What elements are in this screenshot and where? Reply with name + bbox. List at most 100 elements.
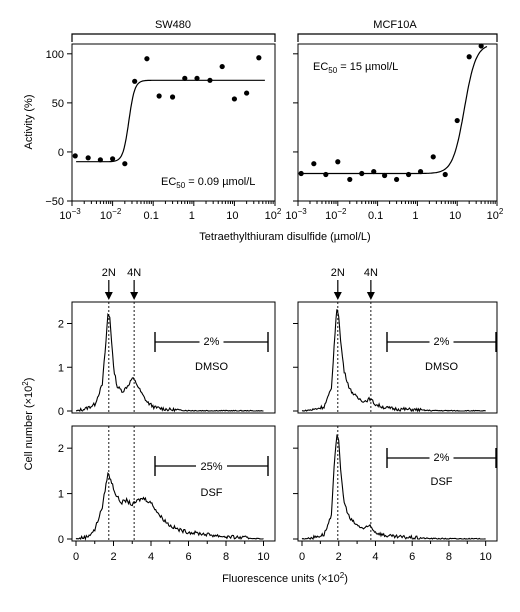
data-point bbox=[72, 153, 78, 159]
fit-curve bbox=[76, 79, 265, 163]
x-tick-label: 102 bbox=[487, 207, 504, 222]
x-tick-label: 8 bbox=[446, 551, 452, 563]
x-tick-label: 10 bbox=[257, 551, 269, 563]
histograms: 0 1 2 2% DMSO 2% DMSO 0 1 2 0 2 4 6 8 10 25% DSF 0 2 4 6 8 10 2%… bbox=[58, 302, 497, 563]
percent-label-bg bbox=[429, 333, 454, 347]
data-point bbox=[110, 156, 116, 162]
data-point bbox=[231, 96, 237, 102]
x-tick-label: 10 bbox=[480, 551, 492, 563]
plot-frame-sw480-activity bbox=[71, 43, 276, 202]
y-axis-label-activity: Activity (%) bbox=[23, 95, 35, 150]
gate-percent-label: 2% bbox=[204, 336, 220, 348]
x-tick-label: 0 bbox=[299, 551, 305, 563]
ploidy-marker-label: 4N bbox=[364, 267, 378, 279]
treatment-label: DMSO bbox=[425, 361, 458, 373]
y-tick-label: 0 bbox=[58, 147, 64, 159]
data-point bbox=[442, 171, 448, 178]
data-point bbox=[194, 75, 200, 81]
data-point bbox=[256, 55, 262, 61]
data-point bbox=[85, 155, 91, 161]
data-point bbox=[371, 168, 377, 175]
x-tick-label: 10−3 bbox=[285, 207, 307, 222]
data-point bbox=[323, 171, 329, 178]
data-point bbox=[430, 154, 436, 160]
histogram-line bbox=[75, 312, 264, 413]
ploidy-arrow-head bbox=[366, 292, 375, 300]
y-tick-label: 0 bbox=[58, 534, 64, 546]
data-point bbox=[207, 77, 213, 83]
plot-frame-mcf10a-dmso bbox=[297, 301, 498, 414]
x-tick-label: 102 bbox=[265, 207, 282, 222]
plot-frame-mcf10a-dsf bbox=[297, 425, 498, 542]
data-point bbox=[417, 168, 424, 175]
y-tick-label: 1 bbox=[58, 362, 64, 374]
data-point bbox=[359, 170, 365, 177]
data-point bbox=[466, 54, 472, 60]
data-point bbox=[393, 176, 400, 183]
gate-percent-label: 2% bbox=[434, 336, 450, 348]
data-point bbox=[454, 117, 460, 124]
histogram-line bbox=[301, 434, 486, 540]
x-tick-label: 0 bbox=[73, 551, 79, 563]
percent-label-bg bbox=[196, 458, 227, 472]
x-tick-label: 10 bbox=[226, 210, 238, 222]
histogram-line bbox=[75, 471, 264, 541]
x-tick-label: 4 bbox=[148, 551, 154, 563]
x-tick-label: 10−2 bbox=[100, 207, 122, 222]
x-tick-label: 1 bbox=[189, 210, 195, 222]
x-tick-label: 4 bbox=[372, 551, 378, 563]
data-point bbox=[405, 171, 412, 178]
y-tick-label: 100 bbox=[46, 49, 64, 61]
data-point bbox=[335, 159, 341, 165]
y-tick-label: 0 bbox=[58, 406, 64, 418]
ec50-annotation-mcf10a: EC50 = 15 µmol/L bbox=[313, 61, 398, 75]
data-point bbox=[144, 56, 150, 62]
x-tick-label: 10−3 bbox=[59, 207, 81, 222]
data-point bbox=[382, 172, 388, 179]
x-tick-label: 6 bbox=[409, 551, 415, 563]
plot-sw480-activity: 10−3 10−2 0.1 1 10 102 100 50 0 −50 bbox=[45, 49, 282, 222]
plot-frame-sw480-dmso bbox=[71, 301, 276, 414]
group-bracket-sw480: SW480 bbox=[71, 19, 276, 42]
y-tick-label: 1 bbox=[58, 489, 64, 501]
ploidy-marker-label: 4N bbox=[127, 267, 141, 279]
plot-mcf10a-activity: 10−3 10−2 0.1 1 10 102 bbox=[285, 43, 504, 222]
y-tick-label: 2 bbox=[58, 319, 64, 331]
treatment-label: DSF bbox=[431, 476, 453, 488]
y-tick-label: 2 bbox=[58, 443, 64, 455]
treatment-label: DMSO bbox=[195, 361, 228, 373]
plot-frame-mcf10a-activity bbox=[297, 43, 498, 202]
x-axis-label-fluorescence: Fluorescence units (×102) bbox=[222, 571, 348, 585]
data-point bbox=[244, 90, 250, 96]
data-point bbox=[298, 170, 304, 177]
x-tick-label: 0.1 bbox=[368, 210, 383, 222]
ploidy-markers: 2N 4N 2N 4N bbox=[102, 267, 378, 300]
x-tick-label: 1 bbox=[412, 210, 418, 222]
data-point bbox=[219, 63, 225, 70]
data-point bbox=[97, 157, 103, 163]
gate-percent-label: 25% bbox=[200, 461, 222, 473]
ec50-annotation-sw480: EC50 = 0.09 µmol/L bbox=[161, 176, 255, 190]
data-point bbox=[156, 93, 162, 99]
x-axis-label-concentration: Tetraethylthiuram disulfide (µmol/L) bbox=[199, 231, 370, 243]
plot-frame-sw480-dsf bbox=[71, 425, 276, 542]
x-tick-label: 10−2 bbox=[325, 207, 347, 222]
data-point bbox=[311, 161, 317, 167]
x-tick-label: 0.1 bbox=[144, 210, 159, 222]
data-point bbox=[132, 78, 138, 84]
data-point bbox=[478, 43, 484, 49]
histogram-line bbox=[301, 309, 486, 413]
gate-percent-label: 2% bbox=[434, 452, 450, 464]
ploidy-arrow-head bbox=[130, 292, 139, 300]
data-point bbox=[169, 94, 176, 100]
group-label-sw480: SW480 bbox=[155, 19, 191, 31]
ploidy-arrow-head bbox=[104, 292, 113, 300]
ploidy-arrow-head bbox=[333, 292, 342, 300]
treatment-label: DSF bbox=[201, 487, 223, 499]
data-point bbox=[182, 75, 188, 81]
x-tick-label: 10 bbox=[449, 210, 461, 222]
data-point bbox=[347, 176, 353, 183]
ploidy-marker-label: 2N bbox=[331, 267, 345, 279]
x-tick-label: 2 bbox=[110, 551, 116, 563]
